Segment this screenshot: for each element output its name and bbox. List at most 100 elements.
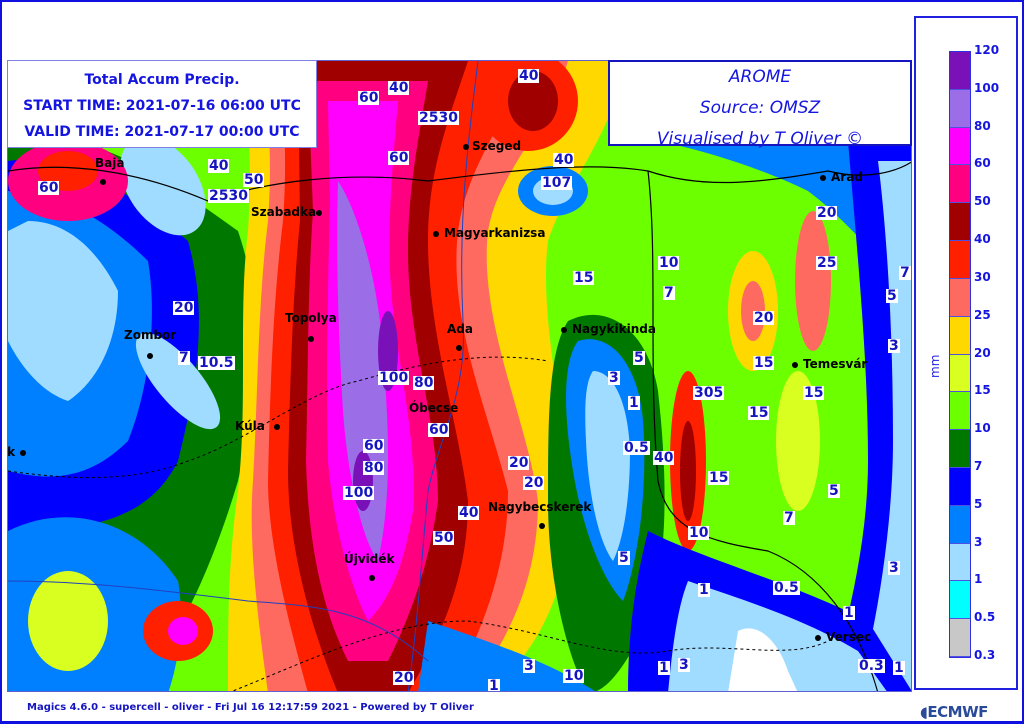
legend-swatch bbox=[950, 89, 970, 128]
contour-label: 0.5 bbox=[623, 440, 650, 456]
contour-label: 3 bbox=[608, 370, 620, 386]
contour-label: 5 bbox=[886, 288, 898, 304]
valid-time: VALID TIME: 2021-07-17 00:00 UTC bbox=[24, 124, 300, 140]
contour-label: 100 bbox=[343, 485, 375, 501]
city-label: Topolya bbox=[285, 311, 337, 325]
logo-text: ECMWF bbox=[927, 703, 988, 721]
legend-swatch bbox=[950, 165, 970, 204]
legend-tick-label: 60 bbox=[974, 156, 991, 171]
contour-label: 25 bbox=[816, 255, 838, 271]
contour-label: 20 bbox=[523, 475, 545, 491]
contour-label: 5 bbox=[828, 483, 840, 499]
footer-text: Magics 4.6.0 - supercell - oliver - Fri … bbox=[27, 702, 474, 713]
city-marker bbox=[369, 575, 375, 581]
contour-label: 107 bbox=[541, 175, 573, 191]
city-label: Temesvár bbox=[803, 357, 868, 371]
contour-label: 10 bbox=[658, 255, 680, 271]
city-marker bbox=[20, 450, 26, 456]
contour-label: 40 bbox=[553, 152, 575, 168]
contour-label: 1 bbox=[658, 660, 670, 676]
contour-label: 60 bbox=[38, 180, 60, 196]
city-marker bbox=[316, 210, 322, 216]
title-line-1: Total Accum Precip. bbox=[84, 72, 240, 88]
contour-label: 305 bbox=[693, 385, 725, 401]
contour-label: 40 bbox=[653, 450, 675, 466]
legend-tick-label: 1 bbox=[974, 572, 983, 587]
legend-swatch bbox=[950, 581, 970, 620]
city-label: Újvidék bbox=[344, 552, 395, 566]
contour-label: 80 bbox=[363, 460, 385, 476]
city-label: Versec bbox=[826, 630, 872, 644]
legend-swatch bbox=[950, 467, 970, 506]
legend-tick-label: 50 bbox=[974, 194, 991, 209]
city-label: ek bbox=[7, 445, 16, 459]
legend-swatch bbox=[950, 127, 970, 166]
contour-label: 3 bbox=[523, 658, 535, 674]
contour-label: 60 bbox=[428, 422, 450, 438]
contour-label: 60 bbox=[363, 438, 385, 454]
city-label: Szabadka bbox=[251, 205, 317, 219]
city-marker bbox=[308, 336, 314, 342]
city-label: Nagykikinda bbox=[572, 322, 656, 336]
legend-tick-label: 3 bbox=[974, 534, 983, 549]
contour-label: 3 bbox=[888, 560, 900, 576]
contour-label: 2530 bbox=[208, 188, 249, 204]
contour-label: 20 bbox=[753, 310, 775, 326]
contour-label: 0.3 bbox=[858, 658, 885, 674]
contour-label: 3 bbox=[678, 657, 690, 673]
legend-swatch bbox=[950, 354, 970, 393]
city-marker bbox=[561, 327, 567, 333]
legend-swatch bbox=[950, 543, 970, 582]
credit-text: Visualised by T Oliver © bbox=[656, 129, 864, 149]
legend-swatch bbox=[950, 316, 970, 355]
contour-label: 50 bbox=[433, 530, 455, 546]
city-label: Ada bbox=[447, 322, 473, 336]
contour-label: 15 bbox=[708, 470, 730, 486]
city-marker bbox=[539, 523, 545, 529]
contour-label: 7 bbox=[178, 350, 190, 366]
city-marker bbox=[815, 635, 821, 641]
city-label: Óbecse bbox=[409, 401, 459, 415]
start-time: START TIME: 2021-07-16 06:00 UTC bbox=[23, 98, 301, 114]
contour-label: 1 bbox=[628, 395, 640, 411]
contour-label: 20 bbox=[508, 455, 530, 471]
contour-label: 10 bbox=[688, 525, 710, 541]
contour-label: 3 bbox=[888, 338, 900, 354]
legend-tick-label: 10 bbox=[974, 421, 991, 436]
contour-label: 5 bbox=[633, 350, 645, 366]
contour-label: 15 bbox=[573, 270, 595, 286]
city-label: Magyarkanizsa bbox=[444, 226, 546, 240]
precipitation-map[interactable]: Baja Szeged Szabadka Magyarkanizsa Arad Zombo… bbox=[7, 60, 912, 692]
legend-tick-label: 0.3 bbox=[974, 648, 996, 662]
legend-swatch bbox=[950, 505, 970, 544]
contour-label: 40 bbox=[458, 505, 480, 521]
contour-label: 15 bbox=[753, 355, 775, 371]
contour-label: 50 bbox=[243, 172, 265, 188]
city-marker bbox=[147, 353, 153, 359]
precip-field bbox=[8, 61, 911, 691]
contour-label: 1 bbox=[698, 582, 710, 598]
legend-unit: mm bbox=[928, 354, 942, 378]
contour-label: 60 bbox=[358, 90, 380, 106]
contour-label: 1 bbox=[893, 660, 905, 676]
contour-label: 7 bbox=[899, 265, 911, 281]
contour-label: 10.5 bbox=[198, 355, 235, 371]
contour-label: 0.5 bbox=[773, 580, 800, 596]
contour-label: 7 bbox=[783, 510, 795, 526]
city-label: Kúla bbox=[235, 419, 265, 433]
contour-label: 60 bbox=[388, 150, 410, 166]
city-marker bbox=[820, 175, 826, 181]
legend-tick-label: 100 bbox=[974, 80, 1000, 95]
contour-label: 40 bbox=[388, 80, 410, 96]
source-box: AROME Source: OMSZ Visualised by T Olive… bbox=[608, 60, 912, 149]
legend-swatch bbox=[950, 430, 970, 468]
legend-swatch bbox=[950, 619, 970, 657]
contour-label: 2530 bbox=[418, 110, 459, 126]
contour-label: 5 bbox=[618, 550, 630, 566]
legend-swatch bbox=[950, 203, 970, 242]
city-label: Nagybecskerek bbox=[488, 500, 592, 514]
city-label: Arad bbox=[831, 170, 863, 184]
city-marker bbox=[274, 424, 280, 430]
legend-tick-label: 20 bbox=[974, 345, 991, 360]
